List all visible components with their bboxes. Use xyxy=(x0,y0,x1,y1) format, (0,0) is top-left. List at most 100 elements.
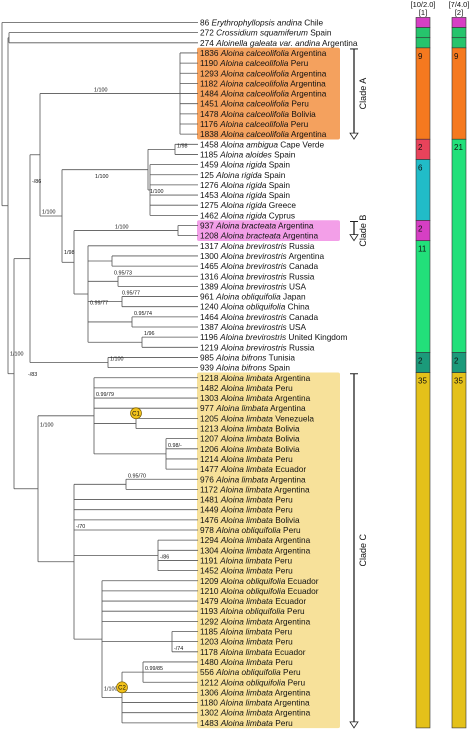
tip-label: 1476 Aloina limbata Bolivia xyxy=(200,515,300,525)
cluster-segment-count: 35 xyxy=(418,377,427,386)
tip-label: 978 Aloina obliquifolia Peru xyxy=(200,525,301,535)
tip-label: 1185 Aloina limbata Peru xyxy=(200,627,292,637)
clade-bracket-layer: Clade AClade BClade C xyxy=(350,49,368,728)
support-value: 1/96 xyxy=(144,331,155,337)
support-value: 0.99/85 xyxy=(145,666,163,672)
cluster-segment-count: 2 xyxy=(418,356,423,365)
cluster-segment-count: 2 xyxy=(418,224,423,233)
tip-label: 1451 Aloina calceolifolia Peru xyxy=(200,99,309,109)
tip-label: 1300 Aloina brevirostris Argentina xyxy=(200,251,324,261)
support-value: 0.98/- xyxy=(168,443,182,449)
cluster-segment-count: 35 xyxy=(454,377,463,386)
clade-bracket-arrow xyxy=(350,722,358,728)
cluster-segment-count: 2 xyxy=(418,143,423,152)
tip-label: 1387 Aloina brevirostris USA xyxy=(200,322,307,332)
tip-label: 1213 Aloina limbata Bolivia xyxy=(200,424,300,434)
cluster-segment xyxy=(452,38,466,48)
tip-label: 1209 Aloina obliquifolia Ecuador xyxy=(200,576,319,586)
cluster-columns: [10/2.0][1]926211235[7/4.0][2]921235 xyxy=(410,0,469,728)
tip-label: 1207 Aloina limbata Bolivia xyxy=(200,434,300,444)
clade-label: Clade A xyxy=(358,78,368,110)
tip-label: 1212 Aloina obliquifolia Peru xyxy=(200,677,306,687)
tip-label: 1178 Aloina limbata Ecuador xyxy=(200,647,306,657)
tip-label: 976 Aloina limbata Argentina xyxy=(200,474,306,484)
support-value: 1/100 xyxy=(42,209,56,215)
cluster-segment xyxy=(416,48,430,139)
node-marker-label: C2 xyxy=(118,685,126,691)
tip-label: 1477 Aloina limbata Ecuador xyxy=(200,464,306,474)
tip-label: 272 Crossidium squamiferum Spain xyxy=(200,28,332,38)
tip-label: 1185 Aloina aloides Spain xyxy=(200,149,296,159)
support-value: 0.95/74 xyxy=(134,311,152,317)
tip-label: 1190 Aloina calceolifolia Peru xyxy=(200,58,309,68)
tip-label: 1292 Aloina limbata Argentina xyxy=(200,616,311,626)
tip-label: 1218 Aloina limbata Argentina xyxy=(200,373,311,383)
tip-label: 274 Aloinella galeata var. andina Argent… xyxy=(200,38,358,48)
tip-label: 1172 Aloina limbata Argentina xyxy=(200,484,310,494)
cluster-segment xyxy=(452,48,466,139)
support-value: 1/100 xyxy=(115,225,129,231)
cluster-segment xyxy=(452,139,466,352)
tip-label: 1304 Aloina limbata Argentina xyxy=(200,545,311,555)
tip-label: 1193 Aloina obliquifolia Peru xyxy=(200,606,305,616)
tip-label: 1481 Aloina limbata Peru xyxy=(200,495,293,505)
tip-label: 1191 Aloina limbata Peru xyxy=(200,555,292,565)
tip-label: 977 Aloina limbata Argentina xyxy=(200,403,306,413)
cluster-segment-count: 2 xyxy=(454,356,459,365)
tip-label: 1293 Aloina calceolifolia Argentina xyxy=(200,68,327,78)
tip-label: 1453 Aloina rigida Spain xyxy=(200,190,290,200)
cluster-segment xyxy=(416,28,430,38)
support-value: 0.95/73 xyxy=(114,270,132,276)
tip-label: 1838 Aloina calceolifolia Argentina xyxy=(200,129,327,139)
cluster-segment xyxy=(452,28,466,38)
support-layer: 1/100 1/100 -/86 1/98 1/100 1/100 1/100 1/100 1/… xyxy=(10,88,188,693)
support-value: -/74 xyxy=(174,646,183,652)
support-value: 0.99/79 xyxy=(96,392,114,398)
tip-label: 1294 Aloina limbata Argentina xyxy=(200,535,311,545)
tip-label: 1478 Aloina calceolifolia Bolivia xyxy=(200,109,316,119)
support-value: 1/98 xyxy=(64,250,75,256)
cluster-segment-count: 21 xyxy=(454,143,463,152)
cluster-segment xyxy=(416,38,430,48)
cluster-segment-count: 6 xyxy=(418,164,423,173)
tip-label: 1317 Aloina brevirostris Russia xyxy=(200,241,315,251)
tip-label: 1480 Aloina limbata Peru xyxy=(200,657,293,667)
tip-label: 86 Erythrophyllopsis andina Chile xyxy=(200,18,324,28)
tip-label: 1458 Aloina ambigua Cape Verde xyxy=(200,139,324,149)
tip-label: 1210 Aloina obliquifolia Ecuador xyxy=(200,586,319,596)
support-value: -/86 xyxy=(160,554,169,560)
support-value: 1/98 xyxy=(177,143,188,149)
support-value: 0.99/77 xyxy=(90,301,108,307)
tip-label: 1208 Aloina bracteata Argentina xyxy=(200,231,318,241)
tip-label: 1240 Aloina obliquifolia China xyxy=(200,302,310,312)
tip-label: 1203 Aloina limbata Peru xyxy=(200,637,293,647)
tip-label: 1479 Aloina limbata Ecuador xyxy=(200,596,306,606)
support-value: 1/100 xyxy=(110,357,124,363)
tip-label: 1219 Aloina brevirostris Russia xyxy=(200,342,315,352)
tip-label: 556 Aloina obliquifolia Peru xyxy=(200,667,301,677)
tip-label: 1176 Aloina calceolifolia Peru xyxy=(200,119,309,129)
tip-label: 1206 Aloina limbata Bolivia xyxy=(200,444,300,454)
tip-label: 1276 Aloina rigida Spain xyxy=(200,180,290,190)
tip-label: 1214 Aloina limbata Peru xyxy=(200,454,293,464)
clade-bracket-arrow xyxy=(350,235,358,241)
tip-label: 1459 Aloina rigida Spain xyxy=(200,160,290,170)
tip-label: 1389 Aloina brevirostris USA xyxy=(200,281,307,291)
tip-label: 1205 Aloina limbata Venezuela xyxy=(200,413,314,423)
clade-label: Clade B xyxy=(358,215,368,247)
cluster-segment-count: 11 xyxy=(418,245,427,254)
support-value: 1/100 xyxy=(40,423,54,429)
cluster-segment xyxy=(416,373,430,728)
tip-label: 1182 Aloina calceolifolia Argentina xyxy=(200,78,326,88)
tip-label: 1484 Aloina calceolifolia Argentina xyxy=(200,89,327,99)
tip-label: 1302 Aloina limbata Argentina xyxy=(200,708,311,718)
support-value: -/86 xyxy=(32,179,41,185)
support-value: 1/100 xyxy=(94,88,108,94)
support-value: 0.95/70 xyxy=(128,473,146,479)
cluster-segment xyxy=(452,17,466,27)
tip-label: 1462 Aloina rigida Cyprus xyxy=(200,210,295,220)
tip-label: 1836 Aloina calceolifolia Argentina xyxy=(200,48,327,58)
tip-label: 1482 Aloina limbata Peru xyxy=(200,383,293,393)
support-value: 1/100 xyxy=(150,189,164,195)
cluster-segment xyxy=(416,17,430,27)
